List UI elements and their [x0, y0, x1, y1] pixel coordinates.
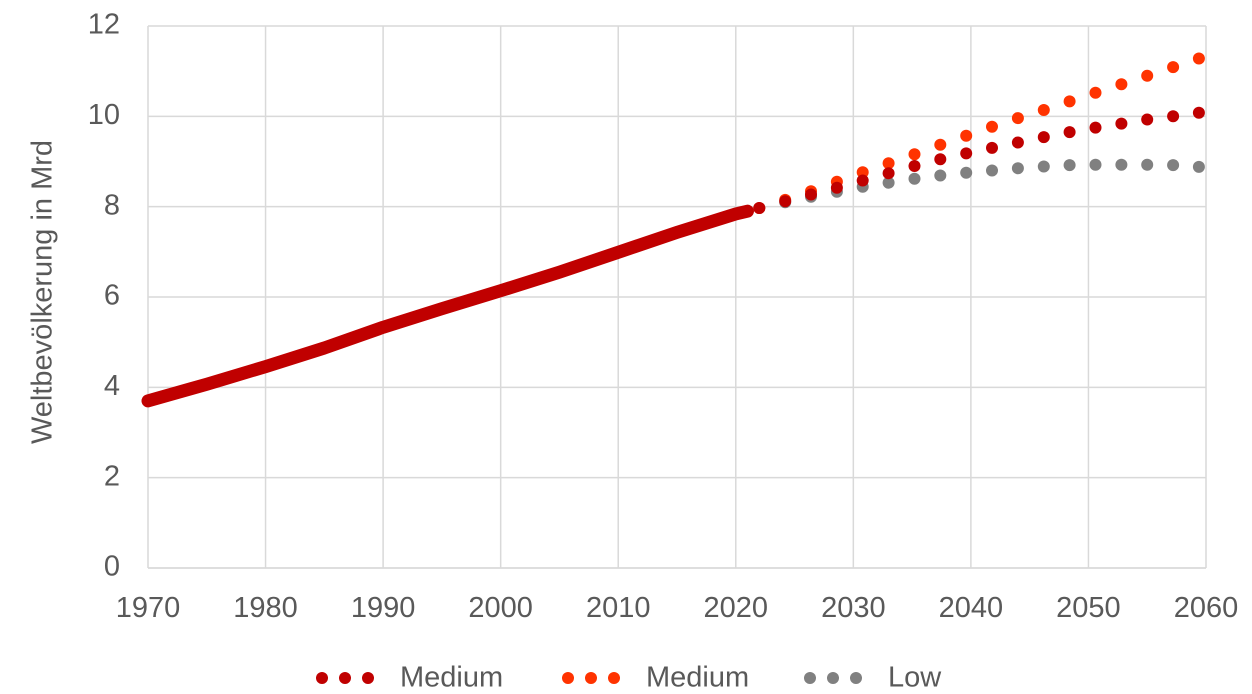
y-tick-label: 2	[104, 460, 120, 492]
y-tick-label: 12	[88, 9, 120, 41]
series-2	[753, 52, 1205, 214]
series-2-point	[1011, 112, 1024, 125]
x-tick-label: 1970	[116, 592, 181, 624]
historical-series-line	[141, 204, 754, 408]
legend-marker	[827, 672, 839, 684]
axes: 1970 1980 1990 2000 2010 2020 2030 2040 2050 2060…	[88, 9, 1239, 624]
legend: Medium Medium Low	[316, 662, 942, 694]
series-2-point	[1167, 61, 1180, 74]
series-1-point	[1141, 113, 1154, 126]
series-1-point	[779, 195, 792, 208]
plot-area	[141, 52, 1205, 408]
series-3-point	[908, 172, 921, 185]
series-3-point	[1037, 160, 1050, 173]
series-3-point	[1063, 159, 1076, 172]
legend-marker	[585, 672, 597, 684]
series-1-point	[882, 167, 895, 180]
x-tick-label: 1990	[351, 592, 416, 624]
x-tick-label: 1980	[233, 592, 298, 624]
series-1-point	[1011, 136, 1024, 149]
series-3	[753, 158, 1205, 214]
series-1-point	[856, 174, 869, 187]
x-tick-label: 2040	[939, 592, 1004, 624]
series-3-point	[960, 166, 973, 179]
series-2-point	[908, 148, 921, 161]
series-3-point	[1011, 162, 1024, 175]
series-1-point	[1115, 117, 1128, 130]
x-tick-label: 2010	[586, 592, 651, 624]
series-2-point	[960, 129, 973, 142]
series-1-point	[1037, 131, 1050, 144]
legend-marker	[562, 672, 574, 684]
series-1-point	[1167, 110, 1180, 123]
series-2-point	[1141, 69, 1154, 82]
series-2-point	[1089, 86, 1102, 99]
legend-marker	[804, 672, 816, 684]
series-2-point	[856, 166, 869, 179]
series-3-point	[1167, 159, 1180, 172]
series-3-point	[882, 176, 895, 189]
series-1-point	[908, 160, 921, 172]
x-tick-label: 2050	[1056, 592, 1121, 624]
series-1	[753, 106, 1205, 214]
legend-entry: Medium	[316, 662, 503, 694]
series-2-point	[882, 157, 895, 170]
legend-marker	[316, 672, 328, 684]
series-2-point	[1115, 78, 1128, 91]
series-1-point	[753, 202, 766, 214]
series-1-point	[1192, 106, 1205, 119]
legend-entry: Low	[804, 662, 942, 694]
series-3-point	[1115, 158, 1128, 171]
series-1-point	[805, 188, 817, 201]
legend-label: Medium	[400, 662, 503, 694]
series-1-point	[986, 141, 998, 154]
series-3-point	[1089, 158, 1102, 171]
series-3-point	[986, 164, 998, 177]
y-tick-label: 0	[104, 551, 120, 583]
series-2-point	[986, 120, 998, 133]
series-2-point	[934, 138, 947, 151]
x-tick-label: 2060	[1174, 592, 1239, 624]
y-tick-label: 10	[88, 99, 120, 131]
x-tick-label: 2020	[704, 592, 769, 624]
series-1-point	[830, 181, 843, 194]
x-tick-label: 2000	[468, 592, 533, 624]
series-1-point	[1089, 121, 1102, 134]
legend-label: Low	[888, 662, 942, 694]
legend-marker	[362, 672, 374, 684]
legend-marker	[608, 672, 620, 684]
series-3-point	[934, 169, 947, 182]
series-2-point	[1037, 104, 1050, 116]
series-1-point	[960, 147, 973, 160]
legend-marker	[850, 672, 862, 684]
legend-entry: Medium	[562, 662, 749, 694]
legend-marker	[339, 672, 351, 684]
y-tick-label: 8	[104, 189, 120, 221]
y-tick-label: 6	[104, 280, 120, 312]
series-1-point	[934, 153, 947, 166]
series-3-point	[1141, 158, 1154, 171]
x-tick-label: 2030	[821, 592, 886, 624]
y-tick-label: 4	[104, 370, 120, 402]
series-2-point	[1192, 52, 1205, 65]
series-2-point	[1063, 95, 1076, 108]
series-1-point	[1063, 126, 1076, 139]
series-3-point	[1192, 160, 1205, 173]
legend-label: Medium	[646, 662, 749, 694]
y-axis-title: Weltbevölkerung in Mrd	[27, 140, 59, 444]
